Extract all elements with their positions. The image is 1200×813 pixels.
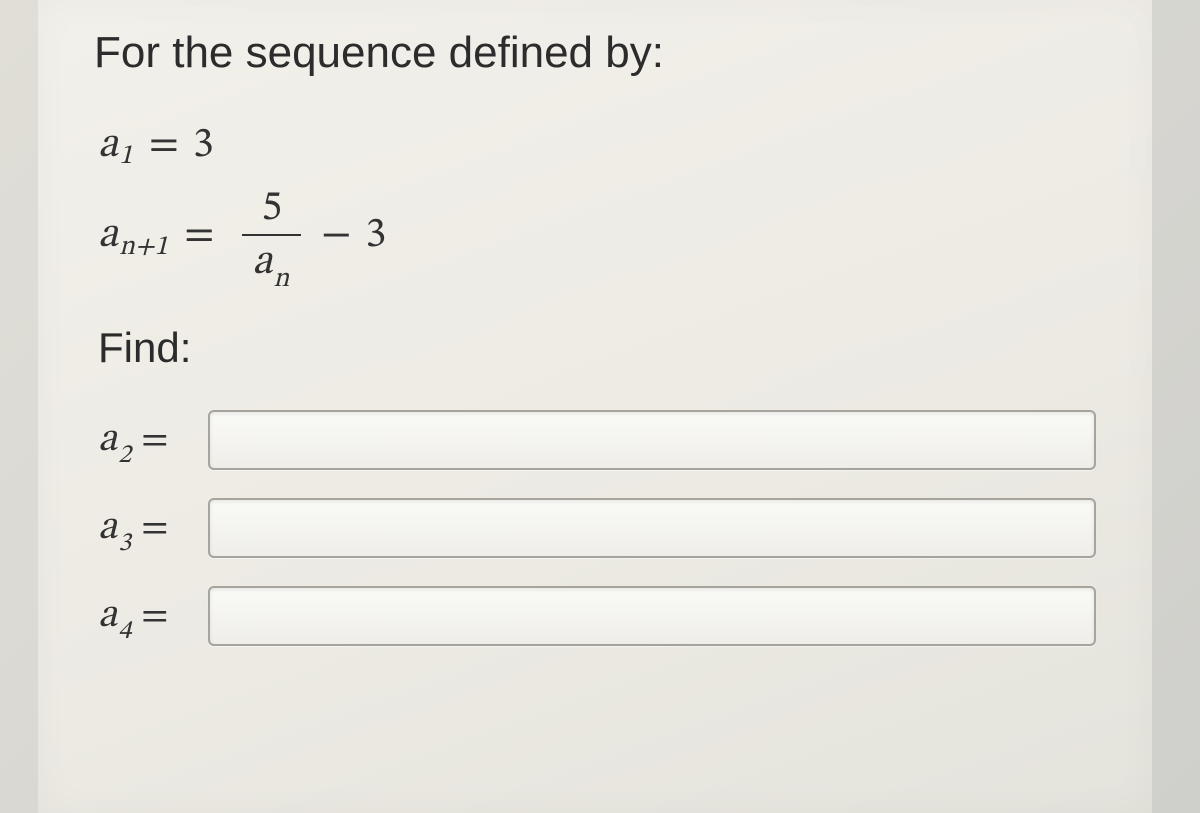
answer-label-a4: a 4 = [98,591,198,641]
answer-label-a2: a 2 = [98,415,198,465]
initial-condition: a 1 = 3 [98,122,1096,168]
question-heading: For the sequence defined by: [94,28,1096,78]
fraction-denominator: an [242,240,301,284]
answer-input-a2[interactable] [208,410,1096,470]
answer-row-a2: a 2 = [98,410,1096,470]
variable-a: a [98,503,117,553]
subscript-3: 3 [118,528,131,561]
fraction: 5 an [242,186,301,284]
equals-sign: = [184,212,214,258]
equals-sign: = [149,122,179,168]
variable-a: a [98,122,118,168]
minus-sign: − [321,212,351,258]
subscript-n: n [273,266,289,293]
answer-list: a 2 = a 3 = a 4 = [94,410,1096,646]
equals-sign: = [141,417,168,465]
sequence-definition: a 1 = 3 a n+1 = 5 an − 3 [94,122,1096,284]
variable-a: a [98,415,117,465]
variable-a: a [98,591,117,641]
subscript-2: 2 [118,440,131,473]
recursive-formula: a n+1 = 5 an − 3 [98,186,1096,284]
answer-input-a4[interactable] [208,586,1096,646]
fraction-bar [242,234,301,236]
variable-a: a [98,212,118,258]
answer-label-a3: a 3 = [98,503,198,553]
question-page: For the sequence defined by: a 1 = 3 a n… [38,0,1152,813]
find-label: Find: [94,324,1096,372]
subscript-n-plus-1: n+1 [119,233,168,263]
equals-sign: = [141,593,168,641]
answer-row-a4: a 4 = [98,586,1096,646]
initial-value: 3 [193,122,214,168]
subscript-4: 4 [118,616,131,649]
subscript-1: 1 [119,142,133,172]
fraction-numerator: 5 [251,186,292,230]
answer-row-a3: a 3 = [98,498,1096,558]
answer-input-a3[interactable] [208,498,1096,558]
constant-3: 3 [365,212,386,258]
equals-sign: = [141,505,168,553]
variable-a: a [252,241,272,283]
